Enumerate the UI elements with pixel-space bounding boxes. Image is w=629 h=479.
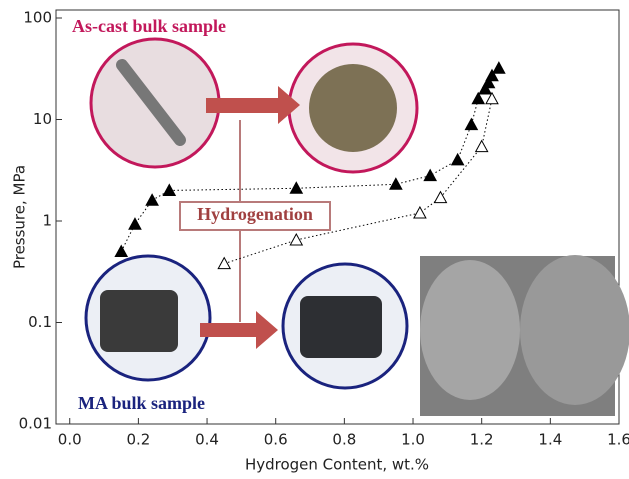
x-tick-label: 1.4 — [538, 431, 562, 449]
marker — [289, 181, 304, 194]
x-axis-label: Hydrogen Content, wt.% — [245, 456, 429, 474]
plot-frame — [55, 9, 620, 425]
marker — [474, 139, 489, 153]
x-tick-label: 0.6 — [264, 431, 288, 449]
y-tick-label: 1 — [42, 212, 52, 230]
y-tick-label: 100 — [23, 9, 52, 27]
decorations — [84, 37, 629, 416]
marker — [485, 68, 499, 82]
marker — [478, 81, 492, 95]
marker — [128, 217, 142, 230]
marker — [464, 117, 479, 131]
marker — [413, 205, 427, 219]
x-tick-label: 0.4 — [195, 431, 219, 449]
marker — [289, 232, 304, 246]
marker — [114, 244, 129, 258]
marker — [471, 91, 486, 105]
annotation: MA bulk sample — [78, 393, 205, 413]
marker — [217, 256, 232, 270]
annotation: As-cast bulk sample — [72, 16, 226, 36]
marker — [145, 193, 159, 206]
marker — [423, 168, 438, 182]
y-tick-label: 0.01 — [19, 415, 52, 433]
marker — [450, 152, 465, 166]
y-tick-label: 0.1 — [28, 313, 52, 331]
marker — [433, 190, 448, 204]
marker — [389, 177, 403, 190]
marker — [481, 75, 496, 89]
x-tick-label: 1.2 — [470, 431, 494, 449]
marker — [162, 183, 177, 196]
x-tick-label: 0.8 — [332, 431, 356, 449]
y-tick-label: 10 — [33, 110, 52, 128]
marker — [485, 91, 499, 105]
x-tick-label: 0.2 — [126, 431, 150, 449]
marker — [492, 61, 506, 74]
x-tick-label: 1.6 — [607, 431, 629, 449]
x-tick-label: 1.0 — [401, 431, 425, 449]
annotation: Hydrogenation — [197, 204, 313, 224]
x-tick-label: 0.0 — [58, 431, 82, 449]
y-axis-label: Pressure, MPa — [11, 165, 29, 269]
